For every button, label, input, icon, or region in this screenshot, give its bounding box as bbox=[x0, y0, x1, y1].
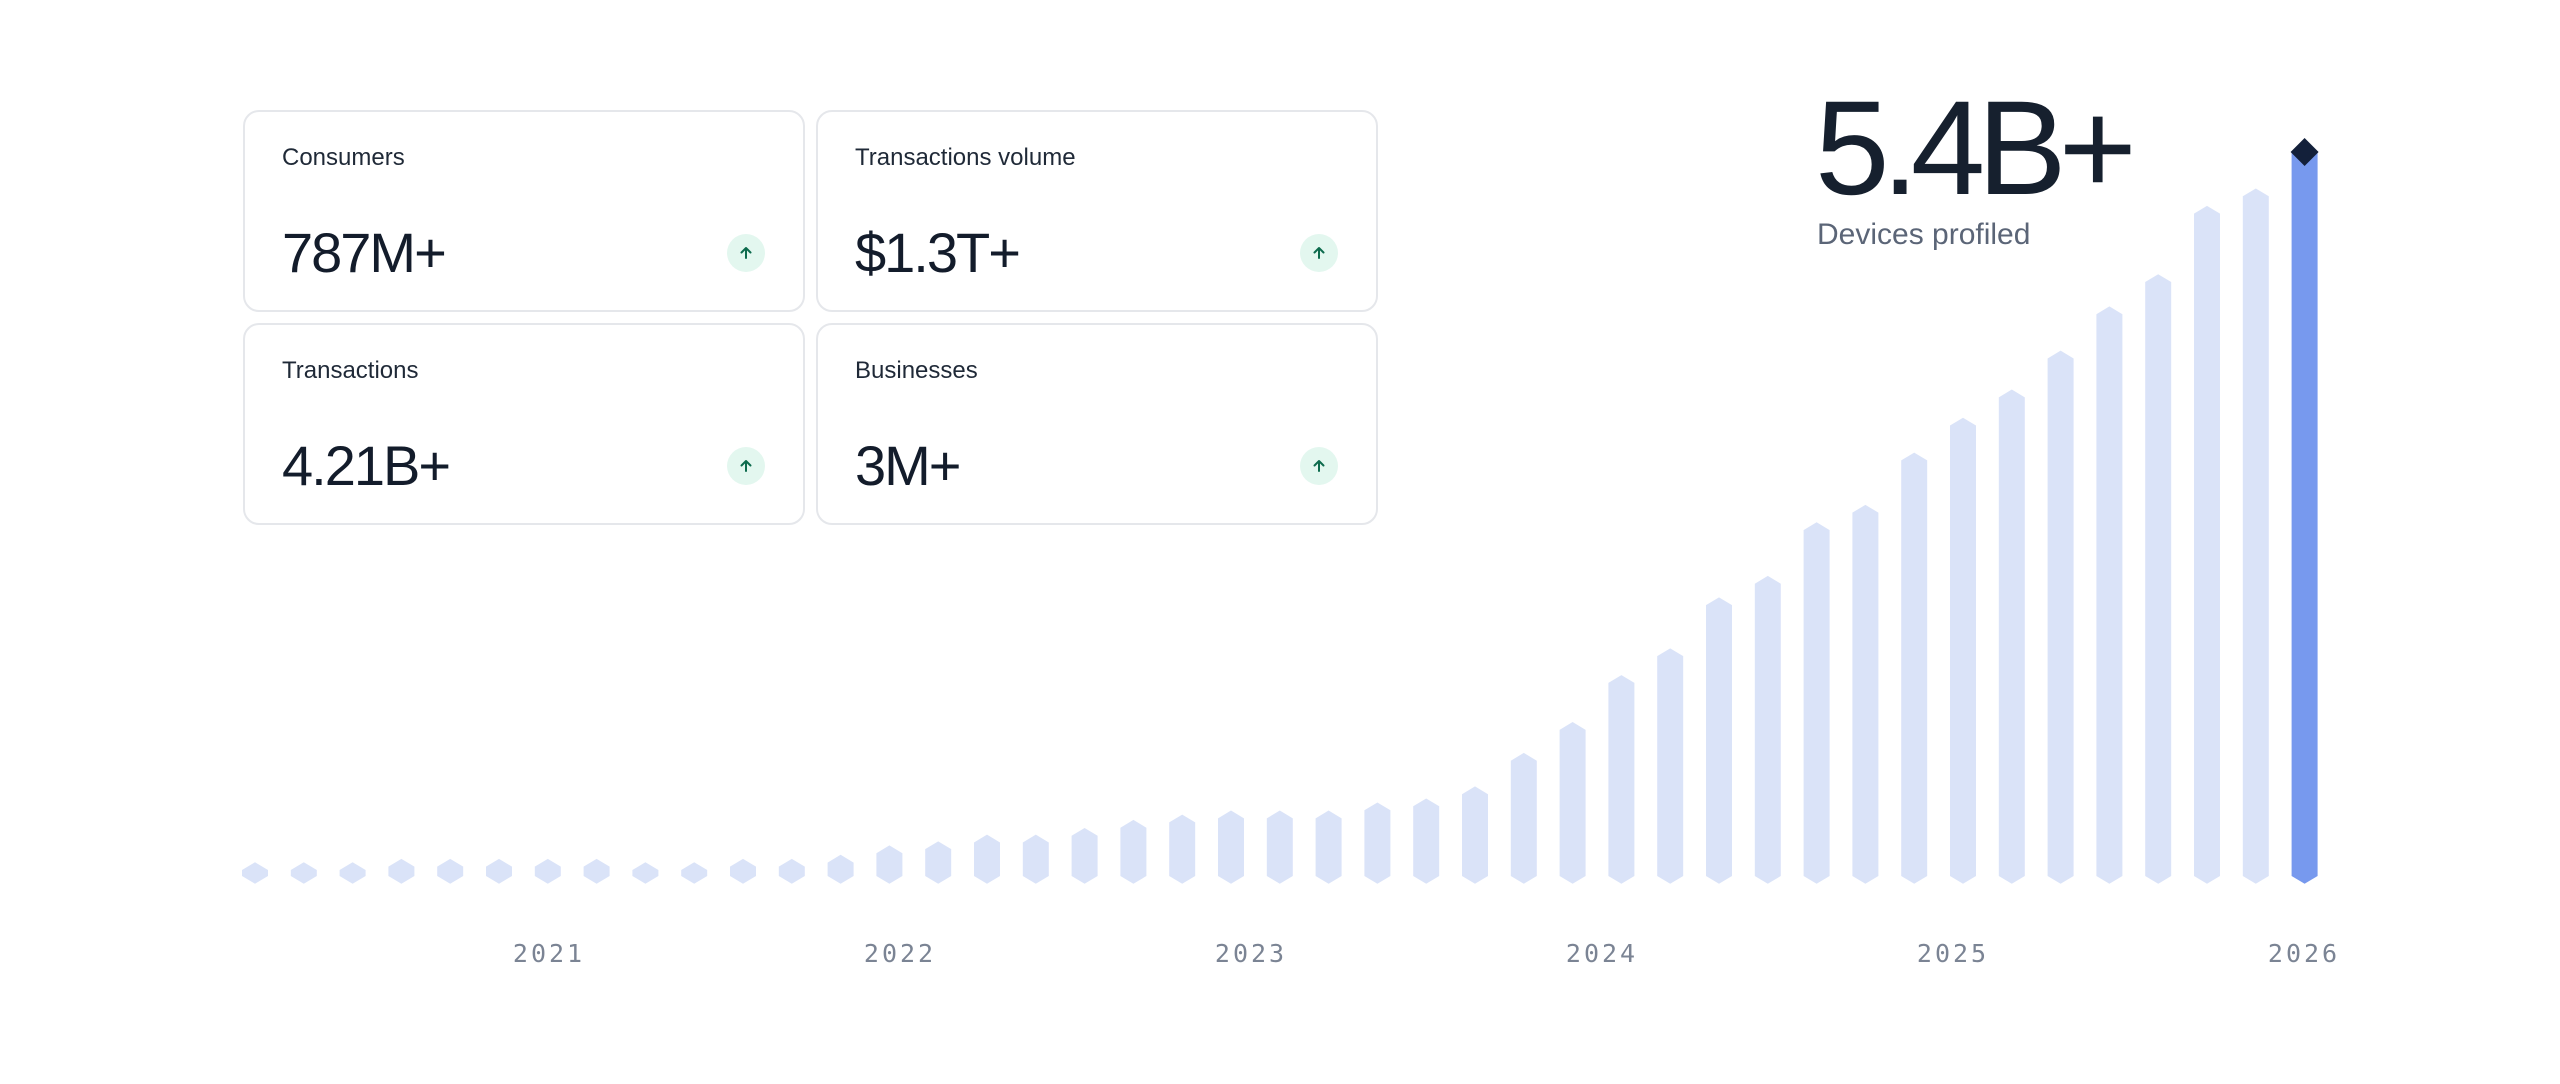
bar bbox=[486, 858, 512, 884]
stat-card-businesses: Businesses 3M+ bbox=[816, 323, 1378, 525]
stat-card-value: 787M+ bbox=[282, 221, 447, 284]
bar bbox=[388, 858, 415, 884]
stat-card-label: Transactions bbox=[282, 357, 419, 384]
bar bbox=[1998, 389, 2025, 884]
bar bbox=[583, 858, 610, 884]
bar bbox=[925, 841, 952, 884]
x-axis-ticks: 2021 2022 2023 2024 2025 2026 bbox=[513, 939, 2340, 968]
bar bbox=[681, 862, 708, 884]
bar bbox=[730, 858, 756, 884]
bar bbox=[534, 858, 561, 884]
bar bbox=[1218, 810, 1244, 884]
bar bbox=[1413, 798, 1440, 884]
bar bbox=[1608, 675, 1635, 884]
bar bbox=[1901, 452, 1928, 884]
stat-card-label: Consumers bbox=[282, 144, 405, 171]
bar bbox=[1364, 802, 1391, 884]
bar bbox=[1950, 417, 1976, 884]
x-tick-label: 2021 bbox=[513, 939, 585, 968]
bar bbox=[1022, 834, 1049, 884]
bar bbox=[1754, 575, 1781, 884]
bar bbox=[778, 858, 805, 884]
headline-label: Devices profiled bbox=[1817, 218, 2031, 251]
stat-card-value: 3M+ bbox=[855, 434, 961, 497]
bar bbox=[2096, 306, 2123, 884]
stat-card-transactions: Transactions 4.21B+ bbox=[243, 323, 805, 525]
bar bbox=[2145, 274, 2172, 884]
bar bbox=[339, 862, 366, 884]
bar bbox=[1510, 752, 1537, 884]
bar bbox=[1071, 827, 1098, 884]
bar bbox=[1266, 810, 1293, 884]
bar bbox=[1706, 597, 1732, 884]
bar bbox=[1803, 522, 1830, 884]
x-tick-label: 2023 bbox=[1215, 939, 1287, 968]
stat-card-label: Businesses bbox=[855, 357, 978, 384]
bar bbox=[1559, 722, 1586, 884]
bar-top-marker bbox=[2290, 138, 2319, 166]
bar bbox=[1852, 504, 1879, 884]
stat-card-transactions-volume: Transactions volume $1.3T+ bbox=[816, 110, 1378, 312]
bar-highlight bbox=[2291, 144, 2318, 884]
x-tick-label: 2022 bbox=[864, 939, 936, 968]
bar bbox=[1315, 810, 1342, 884]
stat-card-value: 4.21B+ bbox=[282, 434, 451, 497]
bar bbox=[2194, 205, 2220, 884]
arrow-up-icon bbox=[1300, 447, 1338, 485]
stat-card-label: Transactions volume bbox=[855, 144, 1076, 171]
x-tick-label: 2026 bbox=[2268, 939, 2340, 968]
x-tick-label: 2024 bbox=[1566, 939, 1638, 968]
arrow-up-icon bbox=[727, 234, 765, 272]
arrow-up-icon bbox=[1300, 234, 1338, 272]
chart-bars bbox=[242, 138, 2319, 884]
bar bbox=[974, 834, 1000, 884]
bar bbox=[1657, 648, 1684, 884]
stat-card-value: $1.3T+ bbox=[855, 221, 1021, 284]
bar bbox=[2242, 188, 2269, 884]
bar bbox=[1462, 786, 1488, 884]
headline-value: 5.4B+ bbox=[1815, 74, 2137, 223]
arrow-up-icon bbox=[727, 447, 765, 485]
bar bbox=[827, 854, 854, 884]
bar bbox=[876, 845, 903, 884]
bar bbox=[1120, 819, 1147, 884]
bar bbox=[632, 862, 659, 884]
bar bbox=[290, 862, 317, 884]
bar bbox=[1169, 814, 1196, 884]
bar bbox=[437, 858, 464, 884]
bar bbox=[2047, 350, 2074, 884]
stat-card-consumers: Consumers 787M+ bbox=[243, 110, 805, 312]
x-tick-label: 2025 bbox=[1917, 939, 1989, 968]
bar bbox=[242, 862, 268, 884]
